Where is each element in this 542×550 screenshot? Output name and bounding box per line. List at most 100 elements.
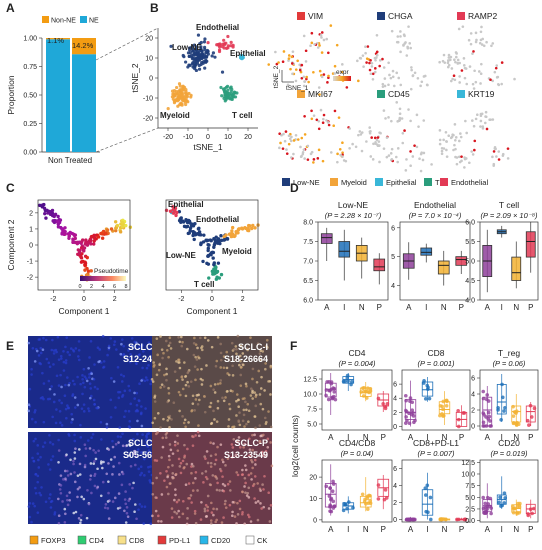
if-signal <box>253 458 257 462</box>
if-signal <box>169 448 173 452</box>
feature-point <box>445 140 448 143</box>
if-signal <box>99 420 103 424</box>
feature-point <box>483 121 487 125</box>
if-signal <box>96 485 100 489</box>
if-signal <box>167 465 170 469</box>
feature-point <box>501 152 505 156</box>
if-signal <box>73 396 77 399</box>
data-point <box>481 424 486 428</box>
trajectory-point <box>207 276 211 280</box>
if-signal <box>243 425 246 428</box>
if-signal <box>244 382 248 386</box>
if-signal <box>219 469 223 473</box>
feature-point <box>288 137 292 141</box>
feature-point <box>500 61 504 64</box>
panel-label-a: A <box>6 1 15 15</box>
if-signal <box>50 499 54 503</box>
if-signal <box>137 346 141 350</box>
if-signal <box>66 350 70 354</box>
trajectory-point <box>80 240 84 244</box>
if-signal <box>27 403 31 407</box>
trajectory-point <box>212 262 216 267</box>
trajectory-point <box>212 272 216 276</box>
tsne-point <box>184 92 188 96</box>
if-signal <box>215 359 219 363</box>
axis-hint-label: tSNE_2 <box>273 65 280 88</box>
if-signal <box>157 519 160 523</box>
feature-point <box>472 124 476 128</box>
legend-label: Low-NE <box>293 178 320 187</box>
if-signal <box>160 493 164 496</box>
colorbar-tick-label: 6 <box>113 284 116 290</box>
if-signal <box>264 362 267 365</box>
if-signal <box>238 354 242 358</box>
if-signal <box>218 489 221 492</box>
if-signal <box>231 510 234 514</box>
if-signal <box>167 399 171 402</box>
if-signal <box>187 421 190 424</box>
if-signal <box>87 502 91 506</box>
if-signal <box>211 474 215 477</box>
tsne-point <box>181 84 185 88</box>
trajectory-point <box>247 224 251 228</box>
if-signal <box>58 488 62 491</box>
if-signal <box>194 477 197 480</box>
legend-swatch <box>375 178 383 186</box>
data-point <box>347 500 351 504</box>
feature-point <box>296 138 300 141</box>
feature-point <box>318 69 322 73</box>
if-signal <box>74 510 78 514</box>
feature-point <box>368 61 371 65</box>
if-signal <box>33 409 37 412</box>
x-tick-label: N <box>513 525 519 534</box>
feature-point <box>333 72 337 75</box>
if-signal <box>129 357 133 361</box>
feature-point <box>390 158 394 161</box>
tsne-point <box>177 82 182 86</box>
cluster-label: Endothelial <box>196 23 239 32</box>
feature-point <box>468 161 471 165</box>
if-signal <box>200 367 203 371</box>
if-signal <box>143 505 147 509</box>
feature-point <box>422 119 426 122</box>
if-signal <box>147 364 150 367</box>
if-signal <box>64 345 67 349</box>
feature-point <box>460 159 463 163</box>
if-signal <box>209 465 213 468</box>
feature-point <box>381 82 385 86</box>
x-tick-label: I <box>501 525 503 534</box>
if-signal <box>153 416 157 420</box>
if-signal <box>180 344 184 348</box>
if-signal <box>250 478 253 481</box>
feature-point <box>491 118 495 121</box>
feature-point <box>402 44 405 47</box>
y-tick-label: 0 <box>393 424 397 431</box>
feature-point <box>477 70 481 73</box>
if-signal <box>185 522 189 526</box>
feature-point <box>267 63 271 66</box>
if-signal <box>111 445 115 449</box>
if-signal <box>205 364 208 367</box>
trajectory-point <box>73 236 78 241</box>
trajectory-point <box>193 222 197 226</box>
y-tick-label: 0 <box>29 243 33 250</box>
feature-point <box>357 133 360 137</box>
if-signal <box>65 453 68 456</box>
if-signal <box>171 464 174 467</box>
if-signal <box>96 346 100 350</box>
if-signal <box>133 510 136 514</box>
if-signal <box>102 366 105 369</box>
if-signal <box>238 499 242 503</box>
feature-point <box>395 71 399 75</box>
x-tick-label: 2 <box>113 296 117 303</box>
trajectory-point <box>215 270 219 274</box>
if-signal <box>97 360 100 364</box>
if-signal <box>49 506 53 509</box>
cluster-label: T cell <box>232 111 252 120</box>
trajectory-point <box>50 211 55 215</box>
if-signal <box>48 365 52 369</box>
if-signal <box>83 385 87 389</box>
trajectory-point <box>206 262 211 266</box>
connector-line <box>95 27 159 61</box>
feature-point <box>454 55 458 59</box>
